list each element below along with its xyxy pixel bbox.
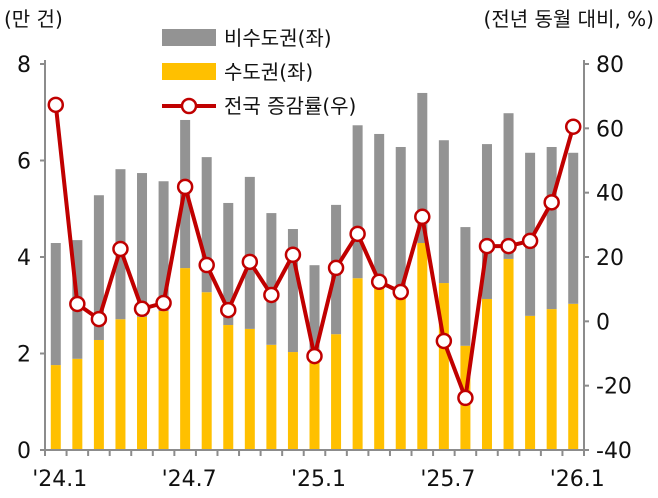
bar-noncapital [546, 146, 557, 310]
bar-noncapital [201, 157, 212, 293]
rate-point [176, 178, 194, 196]
bar-capital [568, 303, 579, 450]
bar-noncapital [352, 125, 363, 279]
rate-point [112, 240, 129, 258]
rate-point [457, 389, 474, 407]
right-tick-label: 20 [596, 246, 624, 271]
rate-point [435, 332, 453, 350]
rate-point [306, 347, 323, 365]
bar-noncapital [568, 152, 579, 304]
bar-noncapital [374, 133, 385, 289]
legend-label-noncapital: 비수도권(좌) [224, 26, 332, 50]
bar-noncapital [223, 202, 234, 326]
bar-capital [244, 328, 255, 450]
bar-noncapital [309, 265, 320, 361]
left-tick-label: 6 [17, 150, 31, 175]
bar-capital [223, 325, 234, 450]
left-tick-label: 4 [17, 246, 31, 271]
bar-capital [546, 309, 557, 450]
bar-capital [266, 344, 277, 450]
rate-point [241, 253, 259, 271]
legend-label-rate: 전국 증감률(우) [224, 94, 356, 118]
rate-point [414, 208, 431, 226]
bar-noncapital [244, 176, 255, 329]
right-tick-label: 60 [596, 117, 624, 142]
bar-capital [481, 298, 492, 450]
legend-label-capital: 수도권(좌) [224, 60, 313, 84]
right-axis-unit: (전년 동월 대비, %) [484, 7, 654, 31]
bar-capital [438, 283, 449, 450]
rate-point [521, 232, 539, 250]
bar-capital [503, 258, 514, 450]
rate-point [392, 283, 409, 301]
bar-noncapital [266, 213, 277, 345]
bar-noncapital [50, 243, 61, 366]
rate-point [133, 300, 151, 318]
bar-capital [352, 278, 363, 450]
left-tick-label: 2 [17, 343, 31, 368]
axes: 0 2 4 6 8 -40 -20 0 20 40 60 80 '24.1 '24.7 '25.1 '25.7… [17, 53, 632, 492]
bar-capital [72, 358, 83, 450]
legend-swatch-noncapital [162, 29, 216, 46]
x-tick-label: '24.1 [32, 467, 87, 492]
rate-point [284, 246, 302, 263]
left-tick-label: 8 [17, 53, 31, 78]
right-tick-label: 80 [596, 53, 624, 78]
left-tick-label: 0 [17, 439, 31, 464]
right-tick-label: -20 [596, 375, 632, 400]
rate-point [47, 96, 65, 114]
rate-point [90, 310, 108, 328]
rate-point [155, 294, 172, 312]
bar-capital [331, 334, 342, 450]
bar-capital [395, 295, 406, 450]
bar-capital [158, 311, 169, 450]
bar-noncapital [438, 140, 449, 284]
bar-capital [93, 339, 104, 450]
rate-point [543, 194, 560, 211]
x-tick-label: '25.1 [291, 467, 346, 492]
legend: 비수도권(좌) 수도권(좌) 전국 증감률(우) [162, 26, 356, 118]
x-tick-label: '25.7 [420, 467, 475, 492]
legend-swatch-capital [162, 63, 216, 80]
rate-point [198, 256, 215, 274]
rate-point [69, 295, 86, 313]
rate-point [500, 237, 517, 255]
bar-capital [201, 292, 212, 450]
x-tick-label: '24.7 [162, 467, 217, 492]
bar-capital [287, 352, 298, 450]
bar-capital [309, 360, 320, 450]
bar-capital [374, 288, 385, 450]
bar-noncapital [417, 92, 428, 244]
bar-noncapital [460, 227, 471, 346]
bar-noncapital [137, 173, 148, 317]
rate-point [263, 286, 280, 304]
rate-point [220, 301, 237, 319]
right-tick-label: 0 [596, 310, 610, 335]
rate-line [47, 96, 582, 407]
right-tick-label: 40 [596, 182, 624, 207]
bar-capital [137, 316, 148, 450]
right-tick-label: -40 [596, 439, 632, 464]
bar-noncapital [158, 181, 169, 312]
rate-point [564, 118, 582, 135]
x-tick-label: '26.1 [550, 467, 605, 492]
bar-noncapital [481, 144, 492, 299]
rate-point [370, 273, 388, 291]
legend-marker-icon [180, 97, 198, 115]
bar-noncapital [287, 229, 298, 353]
rate-point [349, 225, 366, 243]
rate-point [327, 259, 345, 277]
bar-noncapital [503, 113, 514, 259]
bar-noncapital [395, 146, 406, 296]
bar-noncapital [93, 195, 104, 340]
bar-capital [417, 243, 428, 450]
bar-capital [50, 365, 61, 450]
left-axis-unit: (만 건) [4, 7, 63, 31]
bar-capital [180, 268, 191, 450]
bar-capital [115, 319, 126, 450]
bar-capital [525, 315, 536, 450]
rate-point [478, 237, 496, 255]
